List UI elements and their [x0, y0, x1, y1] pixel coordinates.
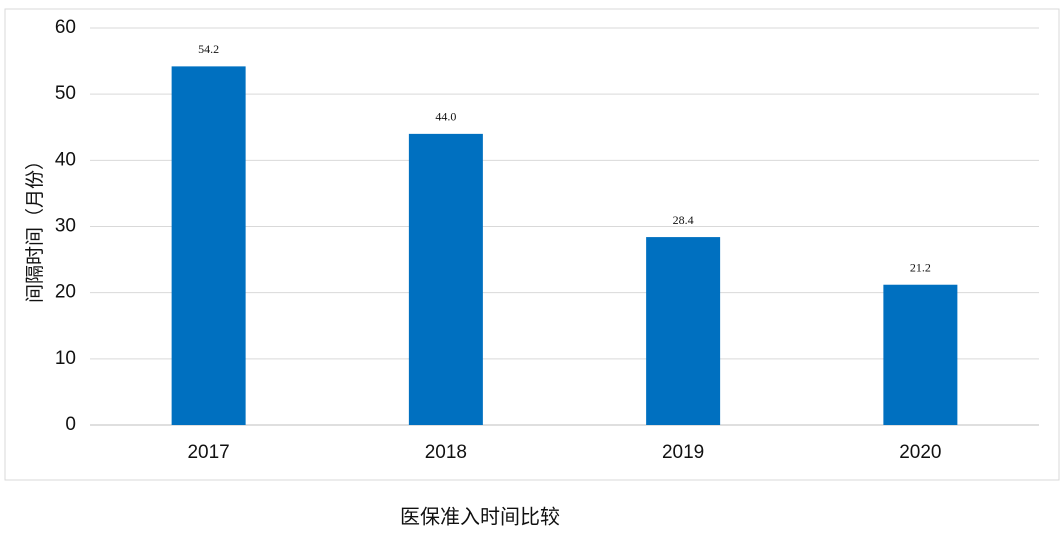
bar: [408, 133, 483, 425]
bar: [883, 284, 958, 425]
y-tick-label: 10: [55, 348, 76, 369]
x-tick-label: 2019: [662, 442, 704, 463]
y-tick-label: 50: [55, 83, 76, 104]
y-axis-label: 间隔时间（月份）: [24, 151, 46, 303]
y-tick-label: 60: [55, 17, 76, 38]
y-tick-label: 30: [55, 216, 76, 237]
x-tick-label: 2020: [899, 442, 941, 463]
bar: [171, 66, 246, 426]
y-tick-label: 40: [55, 149, 76, 170]
y-tick-label: 20: [55, 282, 76, 303]
value-label: 28.4: [673, 213, 694, 227]
value-label: 44.0: [435, 110, 456, 124]
chart-title: 医保准入时间比较: [400, 505, 560, 529]
x-tick-label: 2017: [187, 442, 229, 463]
bar: [646, 237, 721, 425]
value-label: 21.2: [910, 260, 931, 274]
y-tick-label: 0: [65, 414, 76, 435]
value-label: 54.2: [198, 42, 219, 56]
x-tick-label: 2018: [425, 442, 467, 463]
